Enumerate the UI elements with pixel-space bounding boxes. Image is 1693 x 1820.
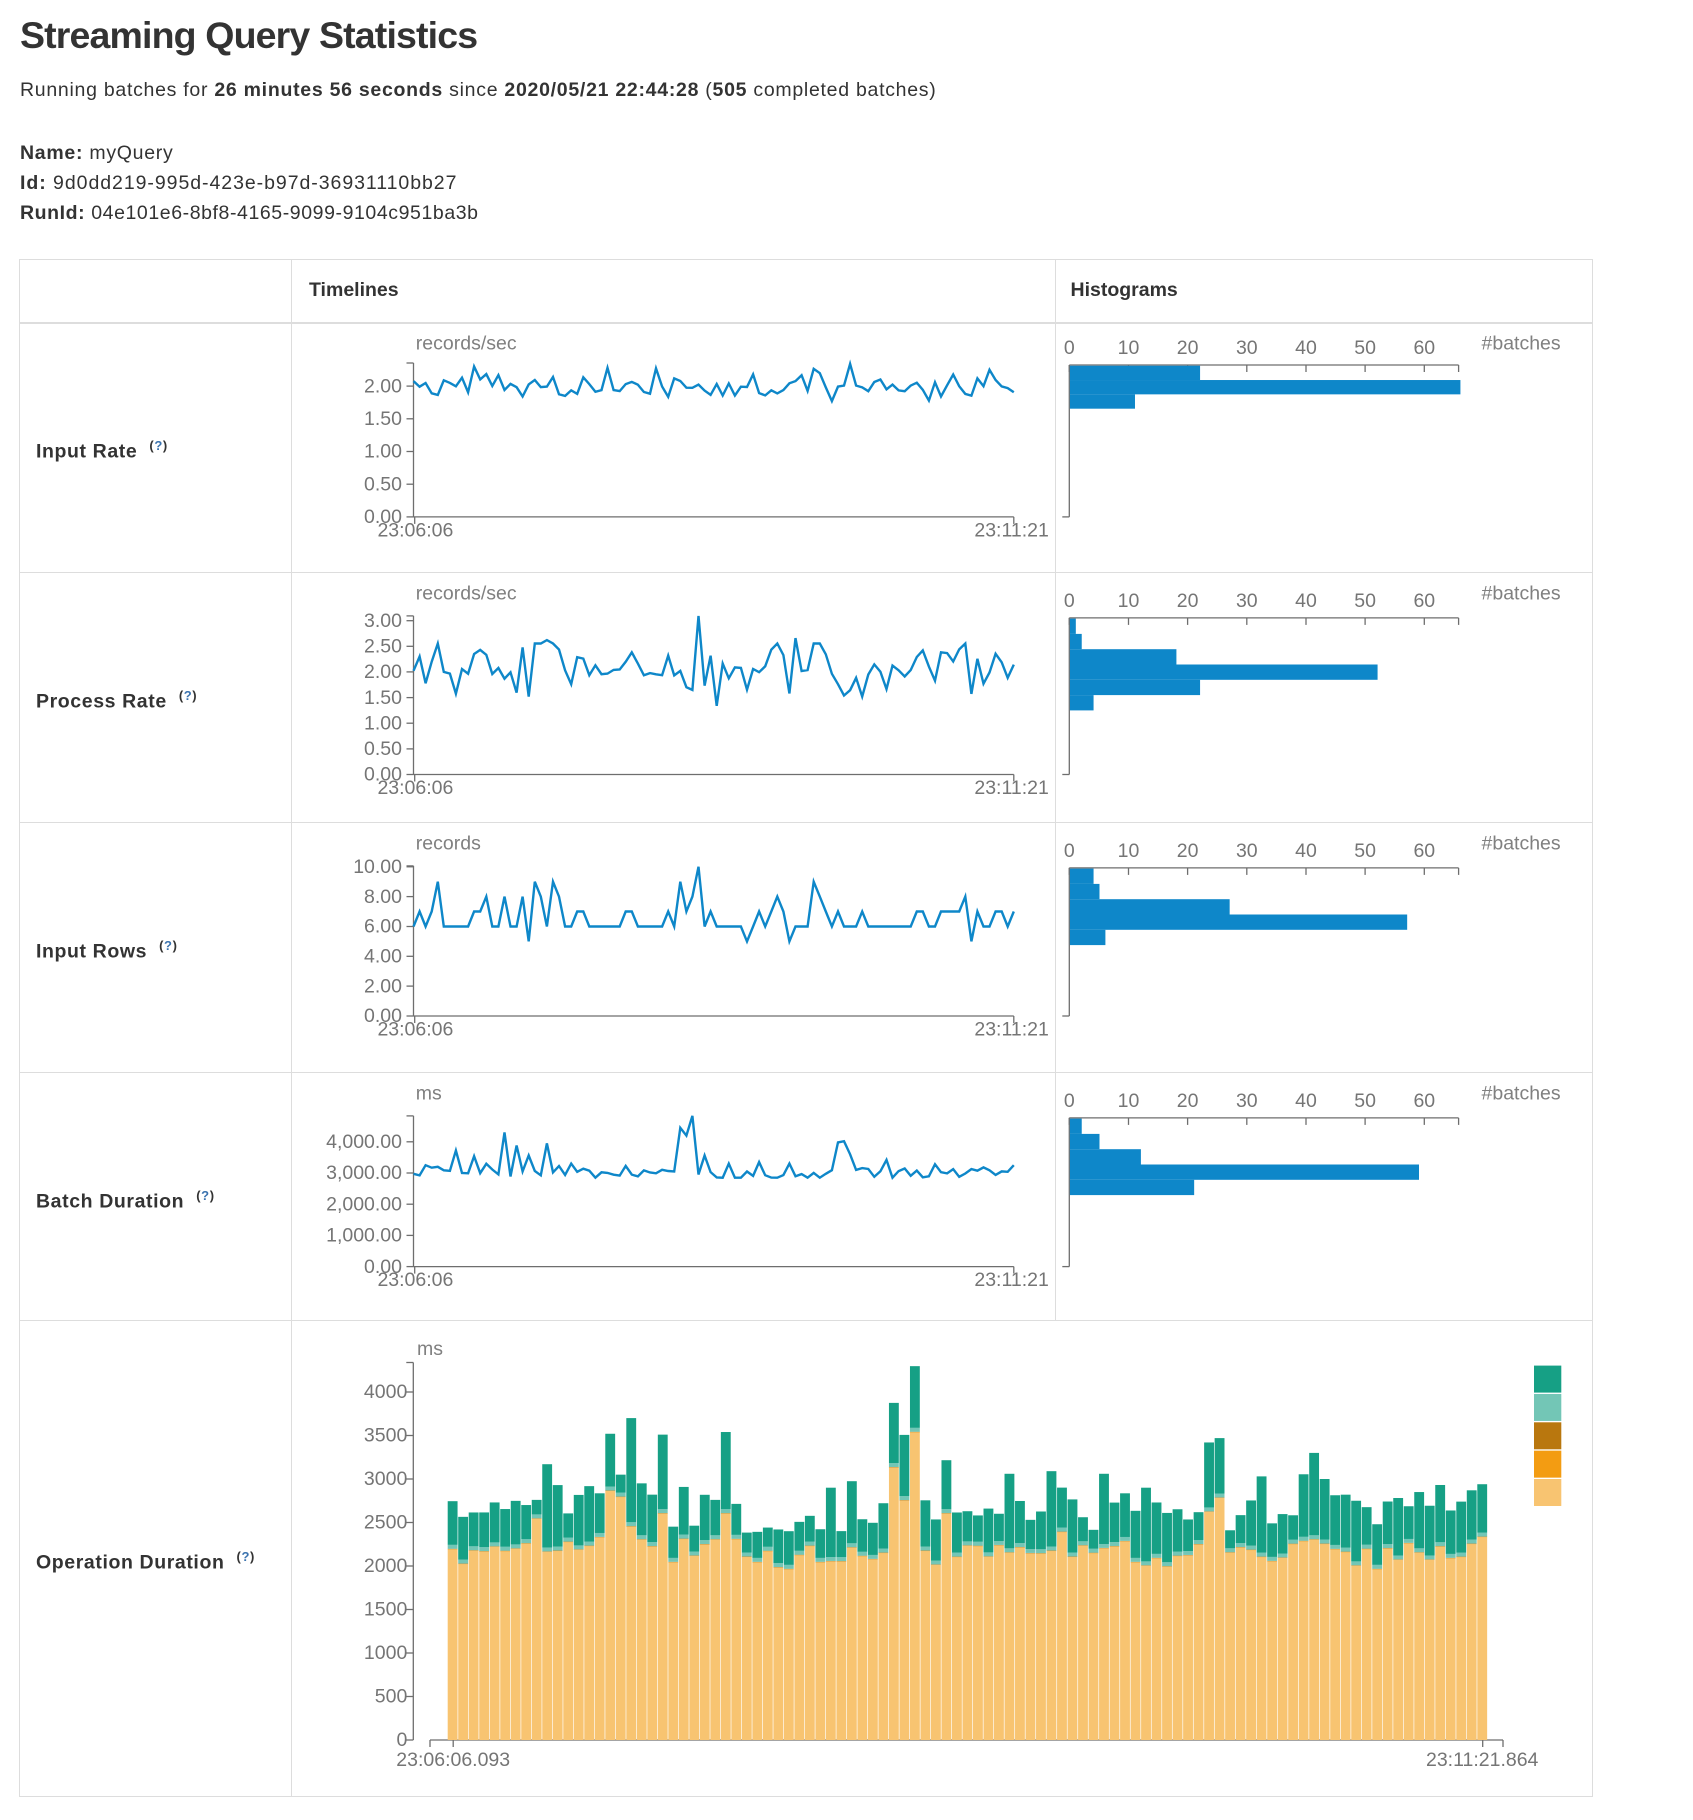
svg-text:0: 0 [1064,840,1075,862]
svg-text:60: 60 [1413,840,1435,862]
svg-text:1.00: 1.00 [364,441,402,463]
svg-text:23:06:06.093: 23:06:06.093 [396,1749,510,1771]
svg-text:23:06:06: 23:06:06 [377,1269,453,1291]
svg-text:0.50: 0.50 [364,473,402,495]
svg-text:records/sec: records/sec [416,583,517,605]
svg-text:2.00: 2.00 [364,661,402,683]
svg-text:50: 50 [1354,840,1376,862]
svg-text:records/sec: records/sec [416,332,517,354]
svg-text:23:11:21: 23:11:21 [974,1019,1048,1041]
svg-text:3,000.00: 3,000.00 [326,1162,402,1184]
svg-text:1.50: 1.50 [364,687,402,709]
svg-text:30: 30 [1236,337,1258,359]
svg-text:10: 10 [1118,590,1140,612]
svg-text:30: 30 [1236,840,1258,862]
svg-text:1,000.00: 1,000.00 [326,1225,402,1247]
svg-text:30: 30 [1236,590,1258,612]
svg-text:3000: 3000 [364,1468,408,1490]
svg-text:#batches: #batches [1482,1083,1561,1105]
svg-text:8.00: 8.00 [364,886,402,908]
svg-text:#batches: #batches [1482,833,1561,855]
svg-text:2500: 2500 [364,1512,408,1534]
svg-text:10: 10 [1118,1090,1140,1112]
svg-text:2.50: 2.50 [364,636,402,658]
svg-text:500: 500 [375,1686,408,1708]
svg-text:6.00: 6.00 [364,916,402,938]
svg-text:1000: 1000 [364,1642,408,1664]
svg-text:1.00: 1.00 [364,712,402,734]
svg-text:2000: 2000 [364,1555,408,1577]
svg-text:4,000.00: 4,000.00 [326,1131,402,1153]
svg-text:0: 0 [396,1729,407,1751]
svg-text:60: 60 [1413,590,1435,612]
svg-text:3500: 3500 [364,1425,408,1447]
svg-text:20: 20 [1177,840,1199,862]
svg-text:3.00: 3.00 [364,610,402,632]
svg-text:#batches: #batches [1482,332,1561,354]
svg-text:23:06:06: 23:06:06 [377,777,453,799]
svg-text:60: 60 [1413,337,1435,359]
svg-text:23:11:21: 23:11:21 [974,777,1048,799]
svg-text:0.00: 0.00 [364,1256,402,1278]
svg-text:50: 50 [1354,1090,1376,1112]
svg-text:#batches: #batches [1482,583,1561,605]
svg-text:40: 40 [1295,840,1317,862]
svg-text:0.00: 0.00 [364,506,402,528]
svg-text:10: 10 [1118,337,1140,359]
svg-text:0.50: 0.50 [364,738,402,760]
svg-text:23:06:06: 23:06:06 [377,519,453,541]
svg-text:23:11:21: 23:11:21 [974,1269,1048,1291]
svg-text:0.00: 0.00 [364,1005,402,1027]
svg-text:23:11:21.864: 23:11:21.864 [1426,1749,1539,1771]
svg-text:ms: ms [416,1083,442,1105]
svg-text:23:11:21: 23:11:21 [974,519,1048,541]
svg-text:40: 40 [1295,337,1317,359]
svg-text:23:06:06: 23:06:06 [377,1019,453,1041]
svg-text:records: records [416,833,481,855]
svg-text:60: 60 [1413,1090,1435,1112]
svg-text:1500: 1500 [364,1599,408,1621]
svg-text:0: 0 [1064,590,1075,612]
svg-text:50: 50 [1354,590,1376,612]
svg-text:0: 0 [1064,337,1075,359]
svg-text:40: 40 [1295,1090,1317,1112]
svg-text:4000: 4000 [364,1381,408,1403]
svg-text:30: 30 [1236,1090,1258,1112]
svg-text:10: 10 [1118,840,1140,862]
svg-text:2.00: 2.00 [364,375,402,397]
svg-text:20: 20 [1177,337,1199,359]
svg-text:20: 20 [1177,1090,1199,1112]
svg-text:20: 20 [1177,590,1199,612]
svg-text:0.00: 0.00 [364,764,402,786]
svg-text:1.50: 1.50 [364,408,402,430]
svg-text:2,000.00: 2,000.00 [326,1193,402,1215]
svg-text:4.00: 4.00 [364,946,402,968]
svg-text:50: 50 [1354,337,1376,359]
svg-text:10.00: 10.00 [353,856,402,878]
svg-text:0: 0 [1064,1090,1075,1112]
svg-text:2.00: 2.00 [364,975,402,997]
svg-text:40: 40 [1295,590,1317,612]
svg-text:ms: ms [417,1338,443,1360]
